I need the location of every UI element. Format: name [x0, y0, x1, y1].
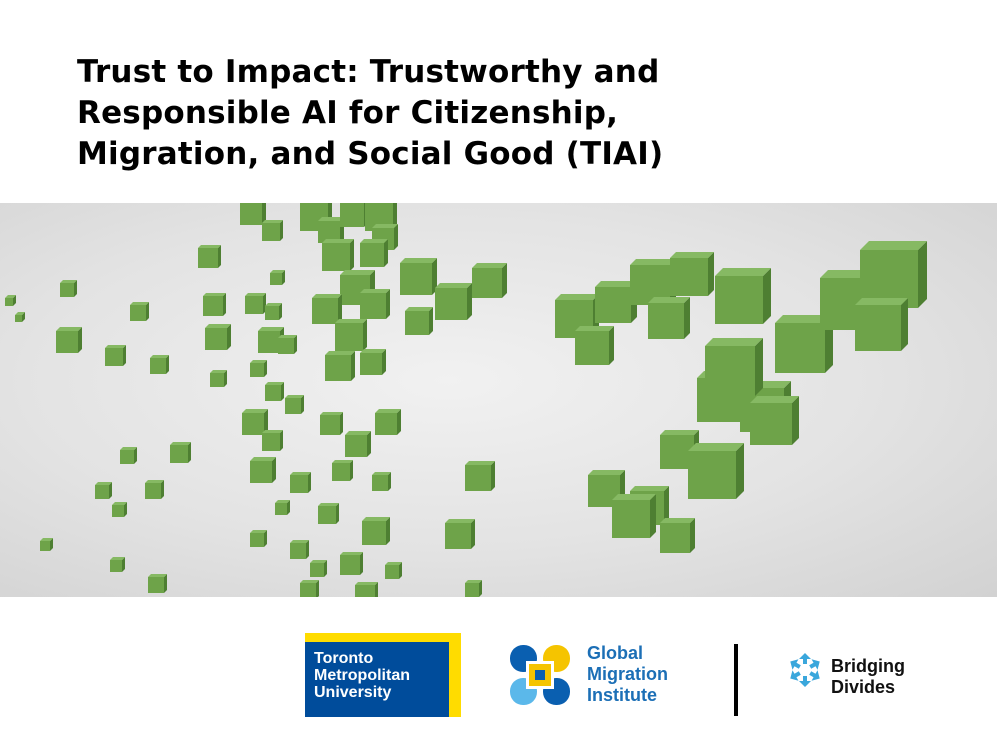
cube-48: [312, 294, 342, 324]
cube-21: [262, 220, 283, 241]
cube-59: [385, 562, 402, 579]
cube-27: [250, 360, 267, 377]
bridging-divides-line-1: Bridging: [831, 656, 905, 676]
gmi-logo-icon: [510, 645, 570, 705]
cube-74: [670, 252, 714, 296]
cube-6: [130, 302, 149, 321]
cube-53: [375, 409, 401, 435]
gmi-logo-text: Global Migration Institute: [587, 643, 668, 706]
cube-33: [290, 472, 311, 493]
cube-61: [355, 582, 378, 597]
tmu-logo-blue-block: Toronto Metropolitan University: [305, 642, 449, 717]
cube-62: [400, 258, 437, 295]
bridging-divides-logo-text: Bridging Divides: [831, 656, 905, 698]
cube-41: [318, 217, 344, 243]
cube-57: [362, 517, 390, 545]
title-line-1: Trust to Impact: Trustworthy and: [77, 54, 660, 90]
cube-37: [310, 560, 327, 577]
cube-68: [465, 580, 482, 597]
cube-88: [860, 241, 927, 308]
bridging-divides-logo-icon: [790, 653, 820, 687]
cube-35: [250, 530, 267, 547]
cube-46: [360, 239, 388, 267]
cube-9: [145, 480, 164, 499]
cube-5: [105, 345, 126, 366]
cube-71: [595, 281, 637, 323]
cube-26: [278, 335, 297, 354]
gmi-logo-line-1: Global: [587, 643, 644, 663]
gmi-logo-line-3: Institute: [587, 685, 657, 705]
cube-56: [332, 460, 353, 481]
cube-22: [270, 270, 285, 285]
cube-49: [360, 289, 390, 319]
cube-58: [340, 552, 363, 575]
banner-image: [0, 203, 997, 597]
green-cubes-illustration: [5, 203, 927, 597]
cube-8: [95, 482, 112, 499]
cube-29: [242, 409, 268, 435]
cube-23: [245, 293, 266, 314]
cube-10: [170, 442, 191, 463]
cube-15: [148, 574, 167, 593]
page-title: Trust to Impact: Trustworthy and Respons…: [77, 52, 797, 175]
cube-55: [320, 412, 343, 435]
cube-36: [290, 540, 309, 559]
cube-31: [285, 395, 304, 414]
tmu-logo: Toronto Metropolitan University: [305, 633, 461, 717]
cube-67: [465, 461, 495, 491]
cube-14: [110, 557, 125, 572]
cube-77: [660, 518, 695, 553]
tmu-logo-line-1: Toronto: [314, 650, 374, 667]
title-line-3: Migration, and Social Good (TIAI): [77, 136, 664, 172]
cube-17: [203, 293, 226, 316]
cube-11: [120, 447, 137, 464]
cube-1: [5, 295, 16, 306]
cube-65: [405, 307, 433, 335]
logo-divider: [734, 644, 738, 716]
cube-73: [648, 297, 690, 339]
cube-30: [262, 430, 283, 451]
cube-64: [472, 263, 507, 298]
cube-38: [300, 580, 319, 597]
tmu-logo-line-2: Metropolitan: [314, 667, 410, 684]
cube-16: [198, 245, 221, 268]
title-line-2: Responsible AI for Citizenship,: [77, 95, 619, 131]
cube-85: [750, 396, 799, 445]
bridging-divides-line-2: Divides: [831, 677, 896, 697]
cube-18: [205, 324, 231, 350]
cube-79: [612, 494, 656, 538]
cube-2: [15, 312, 25, 322]
gmi-logo-line-2: Migration: [587, 664, 668, 684]
cube-3: [60, 280, 77, 297]
cube-24: [265, 303, 282, 320]
cube-51: [325, 351, 355, 381]
cube-13: [40, 538, 53, 551]
cube-28: [265, 382, 284, 401]
cube-75: [715, 268, 771, 324]
cube-39: [318, 503, 339, 524]
cube-50: [335, 319, 367, 351]
cube-60: [372, 472, 391, 491]
cube-25: [258, 327, 284, 353]
cube-84: [705, 338, 763, 396]
cube-52: [360, 349, 386, 375]
cube-66: [445, 519, 475, 549]
tmu-logo-line-3: University: [314, 684, 392, 701]
cube-89: [855, 298, 908, 351]
cube-45: [322, 239, 354, 271]
cube-12: [112, 502, 127, 517]
cube-81: [688, 443, 744, 499]
cube-32: [250, 457, 276, 483]
cube-34: [275, 500, 290, 515]
cube-63: [435, 283, 472, 320]
cube-70: [575, 326, 614, 365]
cube-54: [345, 431, 371, 457]
cube-19: [210, 370, 227, 387]
cube-7: [150, 355, 169, 374]
cube-42: [340, 203, 368, 227]
cube-20: [240, 203, 266, 225]
cube-4: [56, 327, 82, 353]
